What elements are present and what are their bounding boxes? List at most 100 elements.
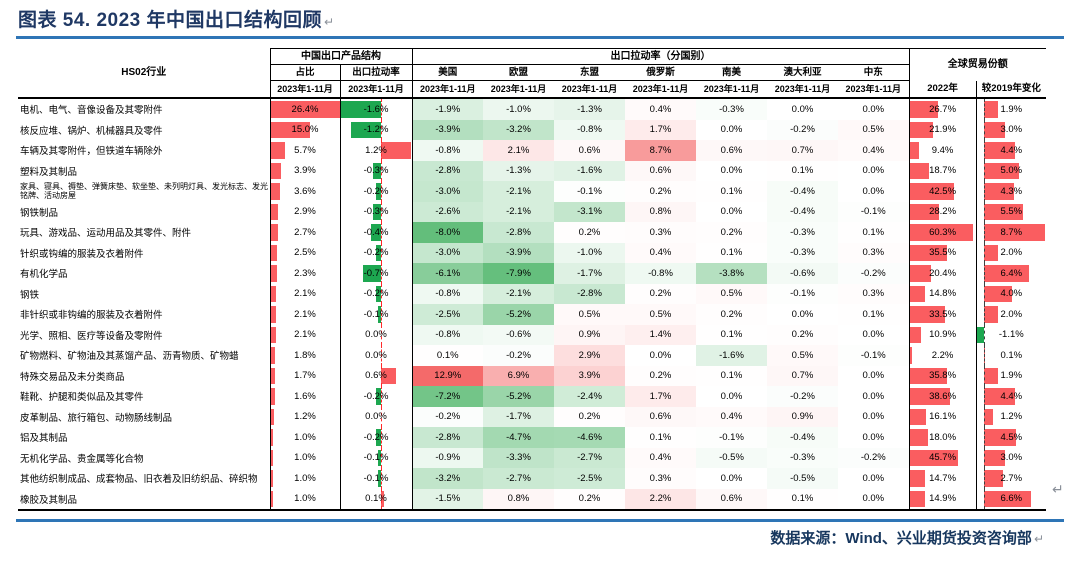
country-pull-cell: 0.9% [554, 324, 625, 345]
data-bar [271, 244, 278, 261]
period-label: 2023年1-11月 [554, 80, 625, 99]
country-pull-cell: 0.5% [554, 304, 625, 325]
data-bar [984, 490, 1031, 507]
zero-axis-line [984, 447, 986, 468]
data-bar [910, 265, 931, 282]
country-pull-cell: 0.6% [554, 140, 625, 161]
change-vs-2019-cell: 8.7% [975, 222, 1047, 243]
period-label: 2023年1-11月 [838, 80, 910, 99]
period-label: 2023年1-11月 [483, 80, 554, 99]
data-bar [271, 347, 276, 364]
zero-axis-line [380, 222, 382, 243]
country-pull-cell: -2.8% [483, 222, 554, 243]
country-pull-cell: -0.3% [767, 222, 838, 243]
zero-axis-line [380, 140, 382, 161]
industry-name-cell: 车辆及其零附件，但铁道车辆除外 [20, 146, 163, 158]
country-pull-cell: 6.9% [483, 365, 554, 386]
country-pull-cell: 0.0% [838, 386, 910, 407]
country-pull-cell: -1.5% [411, 488, 483, 511]
table-row: 非针织或非钩编的服装及衣着附件 2.1% -0.1% -2.5% -5.2% 0.5% 0.… [18, 304, 1047, 325]
share-cell: 3.9% [269, 160, 340, 181]
data-bar [910, 203, 940, 220]
industry-name-cell: 电机、电气、音像设备及其零附件 [20, 105, 163, 117]
share-cell: 1.7% [269, 365, 340, 386]
country-pull-cell: 0.5% [625, 304, 696, 325]
share-cell: 2.9% [269, 201, 340, 222]
zero-axis-line [984, 119, 986, 140]
paragraph-mark-icon: ↵ [1052, 481, 1064, 497]
country-pull-cell: 0.0% [838, 406, 910, 427]
zero-axis-line [380, 468, 382, 489]
country-pull-cell: -0.1% [767, 283, 838, 304]
country-pull-cell: 0.2% [625, 181, 696, 202]
country-pull-cell: 0.2% [696, 222, 767, 243]
change-vs-2019-cell: 3.0% [975, 119, 1047, 140]
zero-axis-line [380, 345, 382, 366]
country-pull-cell: 0.1% [411, 345, 483, 366]
country-pull-cell: -3.0% [411, 242, 483, 263]
pull-rate-cell: -0.2% [339, 427, 412, 448]
change-vs-2019-cell: 4.3% [975, 181, 1047, 202]
data-bar [910, 326, 921, 343]
pull-rate-cell: -1.2% [339, 119, 412, 140]
figure-title-text: 图表 54. 2023 年中国出口结构回顾 [18, 10, 323, 31]
country-pull-cell: -2.1% [483, 283, 554, 304]
pull-rate-cell: 1.2% [339, 140, 412, 161]
country-pull-cell: -7.2% [411, 386, 483, 407]
data-bar [977, 326, 985, 343]
data-bar [373, 203, 381, 220]
industry-name-cell: 钢铁制品 [20, 207, 59, 219]
country-pull-cell: 0.1% [767, 488, 838, 511]
pull-rate-cell: -1.6% [339, 98, 412, 120]
share-cell: 1.2% [269, 406, 340, 427]
country-pull-cell: 0.6% [696, 488, 767, 511]
pull-rate-cell: -0.3% [339, 160, 412, 181]
change-vs-2019-cell: 4.0% [975, 283, 1047, 304]
country-pull-cell: -0.8% [625, 263, 696, 284]
zero-axis-line [984, 427, 986, 448]
zero-axis-line [380, 283, 382, 304]
country-pull-cell: -0.1% [554, 181, 625, 202]
country-pull-cell: -0.9% [411, 447, 483, 468]
data-bar [910, 429, 929, 446]
country-pull-cell: -0.4% [767, 201, 838, 222]
data-bar [271, 162, 281, 179]
table-row: 家具、寝具、褥垫、弹簧床垫、软坐垫、未列明灯具、发光标志、发光铭牌、活动房屋 3.… [18, 181, 1047, 202]
country-pull-cell: 0.4% [625, 447, 696, 468]
country-pull-cell: -0.8% [411, 324, 483, 345]
country-pull-cell: -2.8% [554, 283, 625, 304]
zero-axis-line [984, 140, 986, 161]
country-pull-cell: 0.2% [696, 304, 767, 325]
row-header-hs02: HS02行业 [18, 48, 270, 99]
change-vs-2019-cell: 5.5% [975, 201, 1047, 222]
change-vs-2019-cell: 2.0% [975, 304, 1047, 325]
header-period-row: 2023年1-11月 2023年1-11月 2023年1-11月 2023年1-… [18, 80, 1047, 99]
data-bar [984, 121, 1006, 138]
zero-axis-line [984, 160, 986, 181]
global-share-2022-cell: 60.3% [908, 222, 977, 243]
pull-rate-cell: -0.1% [339, 468, 412, 489]
pull-rate-cell: 0.6% [339, 365, 412, 386]
data-bar [984, 244, 999, 261]
global-share-2022-cell: 20.4% [908, 263, 977, 284]
data-bar [984, 306, 999, 323]
data-bar [380, 490, 384, 507]
country-pull-cell: 0.6% [625, 160, 696, 181]
country-pull-cell: 0.0% [838, 181, 910, 202]
pull-rate-cell: -0.2% [339, 283, 412, 304]
country-pull-cell: 0.1% [767, 160, 838, 181]
country-pull-cell: -0.3% [767, 242, 838, 263]
share-cell: 1.0% [269, 468, 340, 489]
zero-axis-line [380, 99, 382, 120]
pull-rate-cell: 0.0% [339, 345, 412, 366]
data-bar [271, 429, 274, 446]
change-vs-2019-cell: 1.2% [975, 406, 1047, 427]
country-pull-cell: -2.6% [411, 201, 483, 222]
data-bar [910, 470, 925, 487]
data-bar [271, 265, 277, 282]
zero-axis-line [984, 181, 986, 202]
country-pull-cell: -2.1% [483, 181, 554, 202]
data-bar [984, 183, 1015, 200]
share-cell: 2.1% [269, 283, 340, 304]
country-pull-cell: 0.1% [696, 324, 767, 345]
